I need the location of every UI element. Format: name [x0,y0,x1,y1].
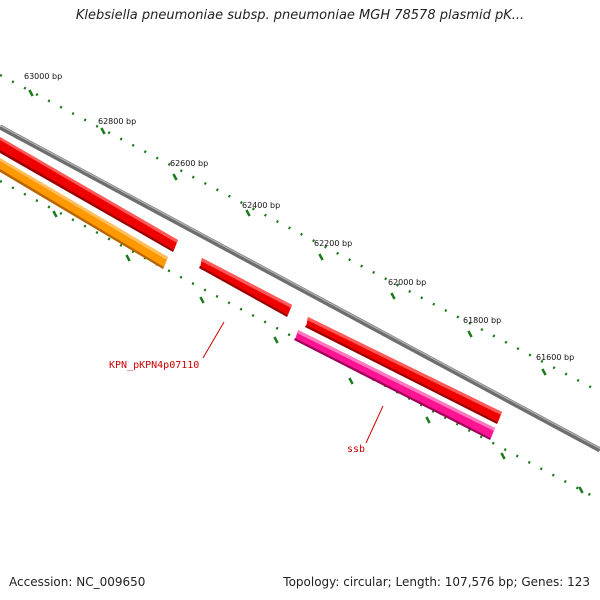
topology-summary: Topology: circular; Length: 107,576 bp; … [283,575,590,589]
tick-labels: 63000 bp 62800 bp 62600 bp 62400 bp 62200 bp… [24,72,574,362]
major-tick [172,173,178,181]
tick-label: 62600 bp [170,159,208,168]
tick-label: 63000 bp [24,72,62,81]
gene-feature-orange-left[interactable] [0,158,168,269]
major-tick [245,209,251,217]
major-tick [390,292,396,300]
sequence-backbone [0,124,600,453]
major-tick [28,89,34,97]
callout-line-kpn [202,321,225,359]
tick-label: 61600 bp [536,353,574,362]
major-ticks [28,89,584,494]
major-tick [199,296,205,304]
sequence-backbone-highlight [0,124,600,450]
tick-label: 62000 bp [388,278,426,287]
callout-line-ssb [365,405,384,444]
gene-feature-red-right[interactable] [305,317,502,424]
gene-label-kpn-pkpn4p07110[interactable]: KPN_pKPN4p07110 [109,360,199,371]
major-tick [348,377,354,385]
gene-label-ssb[interactable]: ssb [347,444,365,455]
major-tick [273,336,279,344]
tick-label: 62200 bp [314,239,352,248]
major-tick [425,416,431,424]
tick-label: 61800 bp [463,316,501,325]
major-tick [100,127,106,135]
tick-label: 62800 bp [98,117,136,126]
tick-label: 62400 bp [242,201,280,210]
accession-label: Accession: NC_009650 [9,575,146,589]
gene-feature-kpn-pkpn4p07110[interactable] [199,258,292,317]
major-tick [578,486,584,494]
major-tick [125,254,131,262]
outer-tick-track [0,73,600,394]
map-title: Klebsiella pneumoniae subsp. pneumoniae … [75,8,525,23]
major-tick [52,210,58,218]
major-tick [500,452,506,460]
gene-feature-red-left[interactable] [0,137,178,252]
gene-feature-ssb[interactable] [294,330,495,440]
major-tick [467,330,473,338]
major-tick [318,253,324,261]
major-tick [541,368,547,376]
